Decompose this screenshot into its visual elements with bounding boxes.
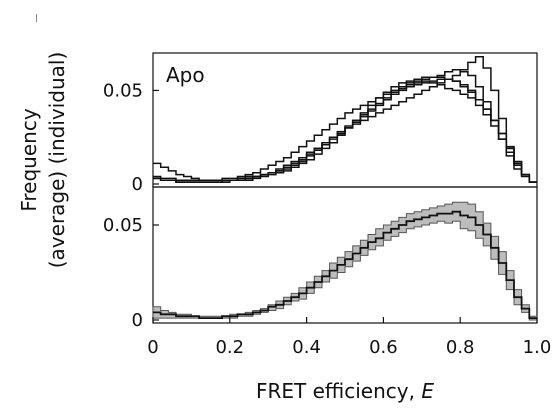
ytick-label: 0.05 xyxy=(103,215,143,236)
ytick-label: 0 xyxy=(132,174,143,195)
panel-apo-label: Apo xyxy=(166,63,205,87)
xtick-label: 0.6 xyxy=(369,337,398,358)
xlabel: FRET efficiency, E xyxy=(256,379,434,403)
histogram-series-1 xyxy=(153,55,537,183)
xlabel-italic: E xyxy=(421,379,434,403)
ylabel-line-2: (average) (individual) xyxy=(45,52,69,269)
xtick-label: 0 xyxy=(147,337,158,358)
xtick-label: 0.4 xyxy=(292,337,321,358)
panel-apo: Apo 0 0.05 xyxy=(103,52,538,195)
ytick-label: 0.05 xyxy=(103,80,143,101)
ylabel-line-1: Frequency xyxy=(17,108,41,211)
histogram-series-1 xyxy=(153,210,537,319)
panel-average: 0 0.05 0 0.2 0.4 0.6 0.8 1.0 xyxy=(103,186,552,358)
xtick-label: 0.2 xyxy=(215,337,244,358)
panel-apo-frame xyxy=(152,52,538,188)
xlabel-text: FRET efficiency, xyxy=(256,379,421,403)
histogram-series-5 xyxy=(153,76,537,183)
xtick-label: 1.0 xyxy=(523,337,552,358)
ytick-label: 0 xyxy=(132,310,143,331)
histogram-series-2 xyxy=(153,69,537,183)
edge-mark xyxy=(36,14,37,22)
panel-average-frame xyxy=(152,186,538,324)
xtick-label: 0.8 xyxy=(446,337,475,358)
